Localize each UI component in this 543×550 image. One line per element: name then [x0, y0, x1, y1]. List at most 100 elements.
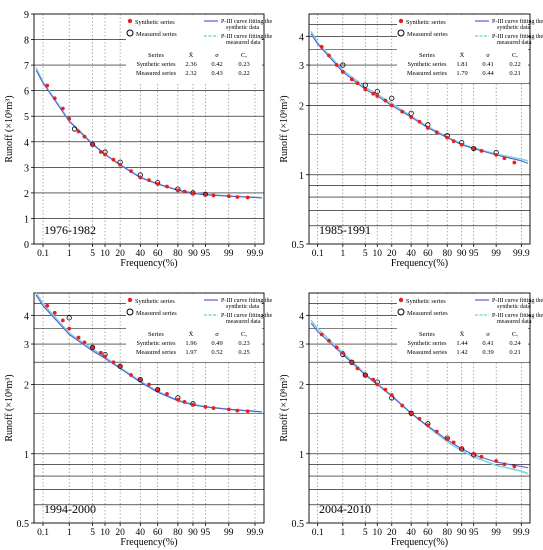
x-tick-label: 99	[224, 528, 234, 538]
stats-header: Series	[419, 331, 435, 338]
synthetic-point	[103, 152, 107, 157]
synthetic-point	[383, 98, 388, 103]
legend-measured-curve-label-2: measured data	[497, 40, 532, 46]
legend-measured-label: Measured series	[407, 31, 448, 38]
x-axis-label: Frequency(%)	[120, 258, 177, 269]
synthetic-point	[118, 364, 123, 369]
synthetic-point	[471, 146, 476, 151]
synthetic-point	[459, 446, 464, 450]
legend-background	[126, 294, 262, 362]
stats-sigma: 0.43	[211, 70, 222, 77]
x-tick-label: 0.1	[312, 528, 324, 538]
synthetic-point	[118, 162, 123, 167]
synthetic-fit-curve	[35, 294, 262, 413]
stats-header: X̄	[189, 52, 194, 59]
synthetic-point	[182, 189, 187, 194]
synthetic-point	[76, 129, 81, 134]
x-tick-label: 20	[115, 249, 125, 259]
synthetic-point	[340, 70, 345, 74]
x-tick-label: 1	[340, 249, 345, 259]
synthetic-point	[375, 94, 380, 98]
stats-mean: 1.79	[456, 70, 467, 77]
synthetic-point	[383, 387, 388, 392]
x-tick-label: 99.9	[247, 528, 264, 538]
synthetic-point	[90, 345, 95, 350]
synthetic-point	[451, 440, 456, 445]
x-tick-label: 10	[100, 249, 110, 259]
synthetic-point	[400, 403, 405, 408]
legend: Synthetic series Measured series P-III cur…	[397, 294, 543, 362]
synthetic-point	[471, 451, 476, 456]
legend-measured-curve-label: P-III curve fitting the	[221, 312, 272, 319]
x-tick-label: 1	[67, 249, 72, 259]
stats-cv: 0.21	[509, 349, 520, 356]
measured-point	[340, 62, 346, 68]
stats-series-name: Measured series	[136, 70, 177, 77]
legend-synthetic-label: Synthetic series	[135, 298, 175, 305]
measured-point	[349, 359, 355, 365]
x-tick-label: 20	[115, 528, 125, 538]
synthetic-point	[409, 115, 414, 120]
legend-synthetic-curve-label: P-III curve fitting the	[492, 297, 543, 304]
y-tick-label: 0.5	[17, 519, 30, 530]
synthetic-point	[129, 373, 133, 377]
synthetic-point	[67, 116, 72, 121]
synthetic-point	[502, 156, 507, 161]
legend-measured-marker	[397, 308, 405, 316]
synthetic-point	[67, 326, 72, 331]
synthetic-point	[211, 406, 216, 410]
legend-measured-marker	[397, 29, 405, 37]
x-axis-label: Frequency(%)	[391, 537, 448, 548]
legend: Synthetic series Measured series P-III cur…	[126, 15, 272, 83]
x-tick-label: 0.1	[37, 528, 49, 538]
x-tick-label: 20	[387, 528, 397, 538]
y-tick-label: 1	[24, 214, 29, 225]
synthetic-point	[211, 193, 216, 198]
y-tick-label: 4	[24, 138, 29, 149]
legend-synthetic-curve-label-2: synthetic data	[497, 304, 530, 310]
legend-synthetic-curve-label-2: synthetic data	[226, 304, 259, 310]
synthetic-point	[349, 77, 354, 82]
legend-synthetic-label: Synthetic series	[135, 19, 175, 26]
x-tick-label: 5	[363, 249, 368, 259]
stats-sigma: 0.49	[211, 340, 222, 347]
chart-panel-4: 0.5 1 2 3 4 0.1 1 5 10 20 40 60 80 90 95 99 99.9 Frequenc…	[279, 292, 543, 548]
synthetic-point	[434, 429, 439, 434]
stats-series-name: Synthetic series	[407, 61, 447, 68]
synthetic-point	[334, 63, 339, 67]
synthetic-point	[409, 411, 414, 416]
legend-measured-label: Measured series	[136, 310, 177, 317]
stats-sigma: 0.41	[482, 340, 493, 347]
y-tick-label: 1	[299, 450, 304, 461]
x-tick-label: 99.9	[513, 249, 530, 259]
y-tick-label: 3	[299, 340, 304, 351]
stats-mean: 1.42	[456, 349, 467, 356]
stats-cv: 0.22	[509, 61, 520, 68]
x-tick-label: 99	[491, 528, 501, 538]
axes-frame	[308, 292, 531, 524]
synthetic-point	[245, 409, 250, 414]
stats-sigma: 0.52	[211, 349, 222, 356]
axes-frame	[33, 13, 265, 245]
chart-panel-3: 0.5 1 2 3 4 0.1 1 5 10 20 40 60 80 90 95 99 99.9 Frequenc…	[4, 292, 272, 548]
x-tick-label: 90	[188, 528, 198, 538]
synthetic-point	[355, 366, 360, 371]
legend: Synthetic series Measured series P-III cur…	[126, 294, 272, 362]
synthetic-point	[371, 91, 376, 96]
x-tick-label: 90	[188, 249, 198, 259]
synthetic-point	[445, 135, 450, 140]
y-tick-label: 6	[24, 87, 29, 98]
synthetic-point	[165, 392, 169, 396]
measured-point	[374, 88, 380, 95]
x-tick-label: 60	[423, 249, 433, 259]
synthetic-point	[235, 408, 240, 413]
y-tick-label: 2	[24, 381, 29, 392]
y-tick-label: 0.5	[292, 240, 305, 251]
y-tick-label: 3	[24, 340, 29, 351]
period-label: 1994-2000	[44, 502, 96, 516]
synthetic-point	[90, 142, 95, 147]
x-tick-label: 1	[340, 528, 345, 538]
stats-sigma: 0.42	[211, 61, 222, 68]
measured-point	[89, 141, 96, 147]
synthetic-point	[182, 400, 187, 404]
